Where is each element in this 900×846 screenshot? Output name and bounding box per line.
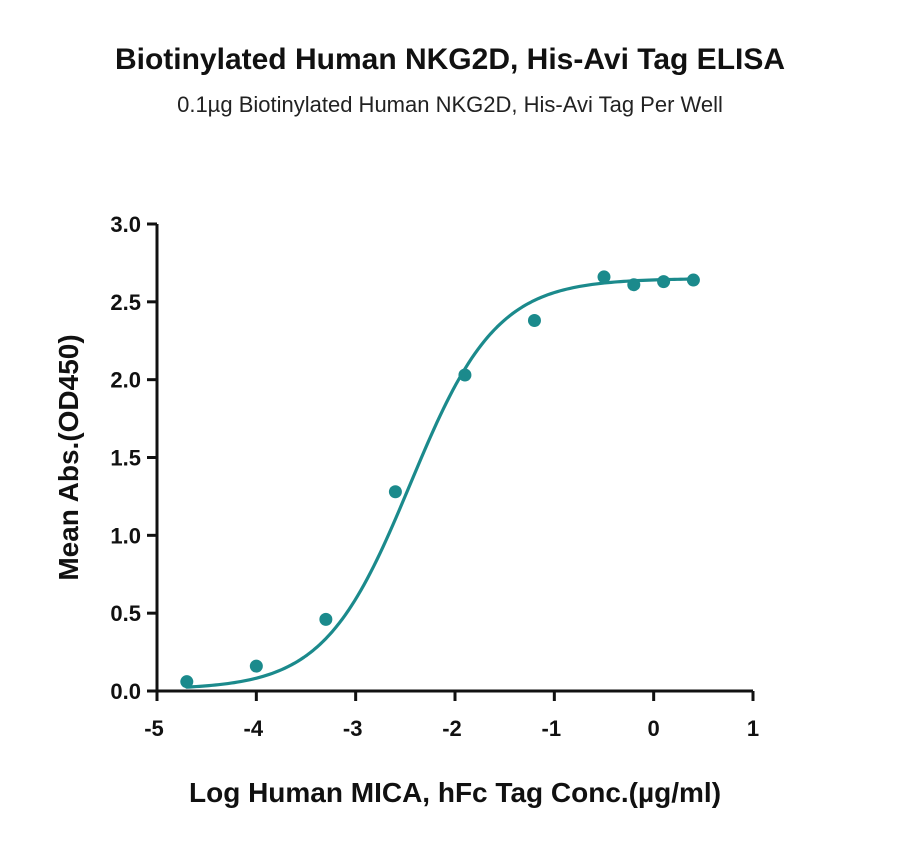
y-tick-label: 3.0 (110, 212, 141, 237)
data-point (657, 275, 671, 289)
x-tick-label: 0 (648, 716, 660, 741)
data-points (180, 270, 700, 689)
y-tick-label: 0.0 (110, 679, 141, 704)
x-tick-label: 1 (747, 716, 759, 741)
chart-axes: 0.0 0.5 1.0 1.5 2.0 2.5 3.0 -5 -4 -3 -2 -1 0 1 (110, 212, 759, 741)
x-axis-label: Log Human MICA, hFc Tag Conc.(µg/ml) (189, 777, 721, 808)
x-tick-label: -3 (343, 716, 363, 741)
data-point (686, 273, 700, 287)
data-point (527, 314, 541, 328)
data-point (249, 659, 263, 673)
data-point (458, 368, 472, 382)
x-tick-label: -2 (442, 716, 462, 741)
y-tick-label: 2.0 (110, 368, 141, 393)
y-axis-label: Mean Abs.(OD450) (53, 334, 84, 580)
y-tick-label: 1.0 (110, 523, 141, 548)
y-tick-label: 1.5 (110, 446, 141, 471)
fit-curve (185, 277, 695, 689)
y-tick-label: 0.5 (110, 601, 141, 626)
x-axis-ticks: -5 -4 -3 -2 -1 0 1 (144, 691, 759, 741)
x-tick-label: -5 (144, 716, 164, 741)
data-point (388, 485, 402, 499)
data-point (627, 278, 641, 292)
y-axis-ticks: 0.0 0.5 1.0 1.5 2.0 2.5 3.0 (110, 212, 157, 704)
data-point (180, 675, 194, 689)
data-point (319, 612, 333, 626)
chart-subtitle: 0.1µg Biotinylated Human NKG2D, His-Avi … (177, 92, 723, 117)
x-tick-label: -1 (542, 716, 562, 741)
series-layer (180, 270, 700, 689)
y-tick-label: 2.5 (110, 290, 141, 315)
data-point (597, 270, 611, 284)
x-tick-label: -4 (244, 716, 264, 741)
chart-title: Biotinylated Human NKG2D, His-Avi Tag EL… (114, 43, 786, 76)
